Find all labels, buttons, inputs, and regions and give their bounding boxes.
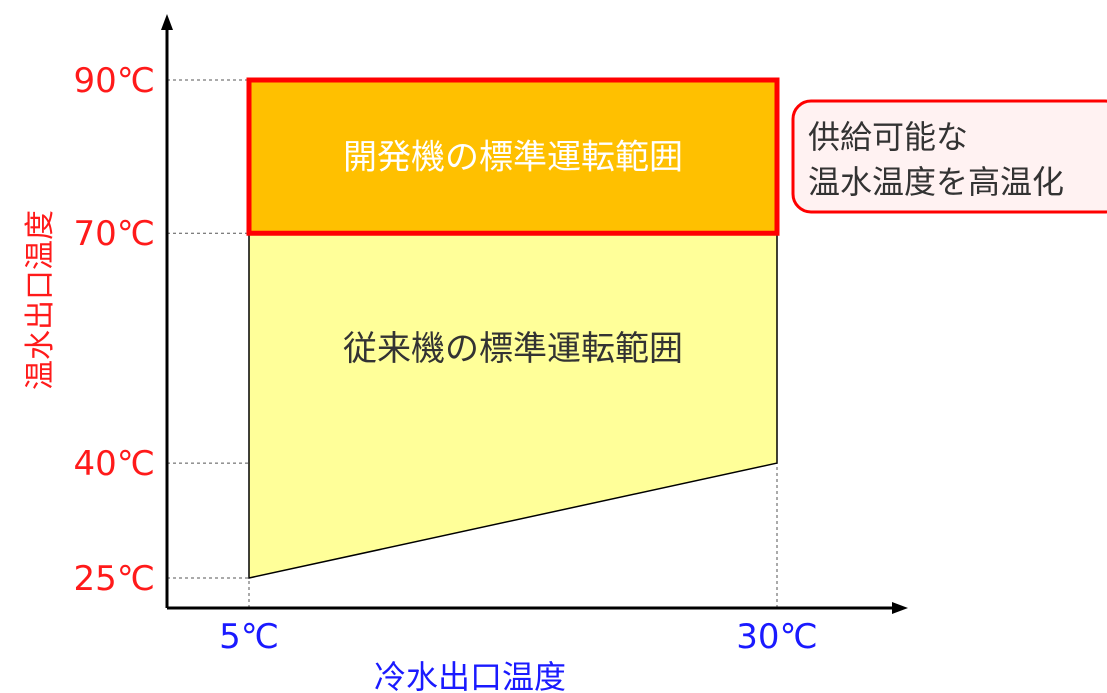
y-axis-title: 温水出口温度	[23, 210, 58, 390]
x-tick-labels: 5℃ 30℃	[219, 617, 818, 657]
callout-box: 供給可能な 温水温度を高温化	[791, 99, 1107, 214]
y-tick-labels: 25℃ 40℃ 70℃ 90℃	[74, 61, 155, 599]
new-operating-range-region	[246, 77, 780, 236]
callout-frame	[791, 99, 1107, 214]
callout-line-2: 温水温度を高温化	[808, 163, 1064, 201]
new-region-label: 開発機の標準運転範囲	[343, 138, 683, 178]
x-tick-label: 30℃	[736, 617, 817, 657]
dashed-guides	[167, 79, 778, 608]
x-axis-title: 冷水出口温度	[374, 658, 566, 693]
callout-line-1: 供給可能な	[808, 118, 968, 156]
existing-operating-range-region	[248, 232, 778, 579]
existing-region-label: 従来機の標準運転範囲	[343, 329, 683, 369]
y-tick-label: 70℃	[74, 214, 155, 254]
x-tick-label: 5℃	[219, 617, 279, 657]
y-tick-label: 25℃	[74, 559, 155, 599]
y-tick-label: 90℃	[74, 61, 155, 101]
y-tick-label: 40℃	[74, 444, 155, 484]
